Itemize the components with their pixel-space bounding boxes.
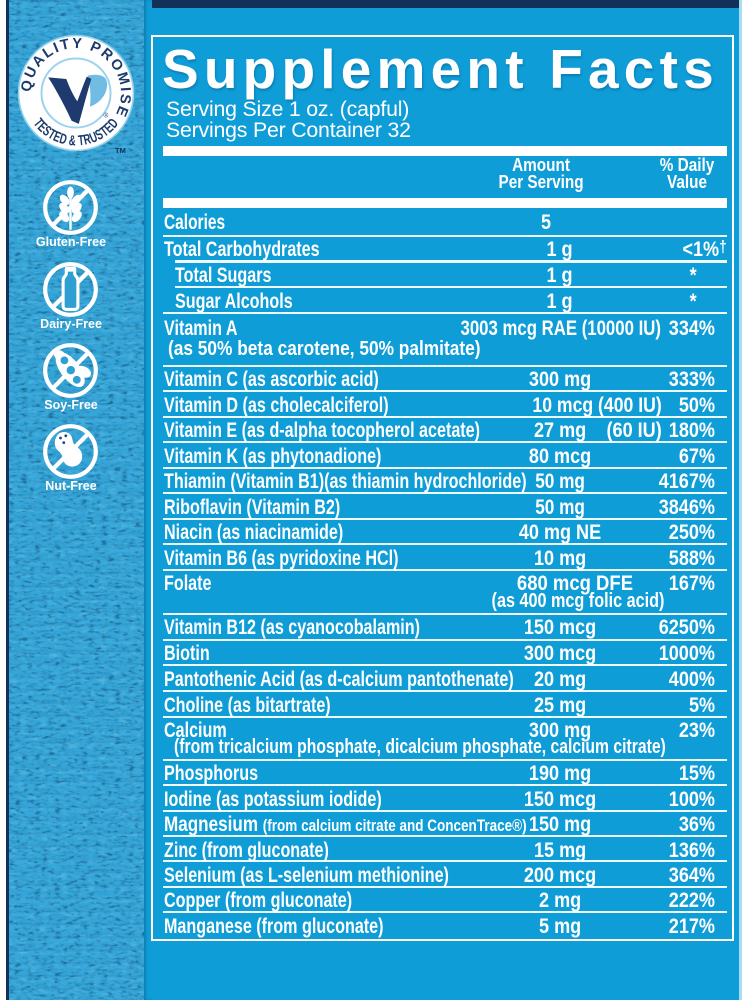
svg-text:®: ® (104, 112, 109, 120)
